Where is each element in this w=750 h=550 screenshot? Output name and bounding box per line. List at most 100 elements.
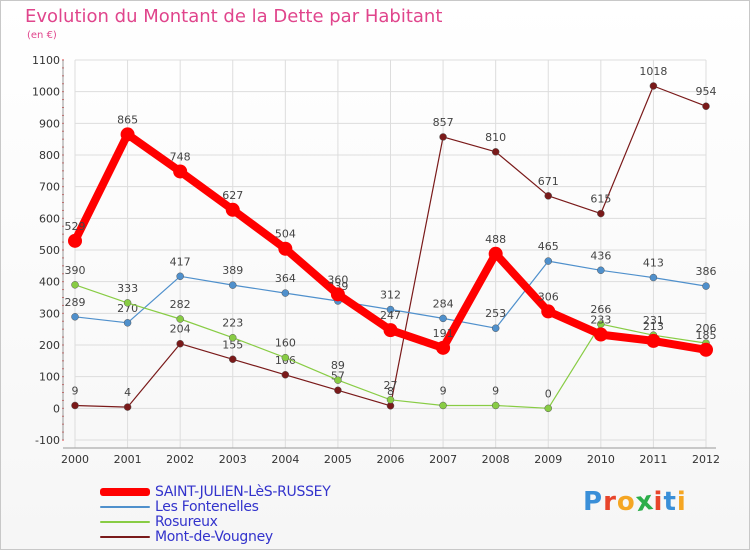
data-label: 89 — [331, 359, 345, 372]
y-tick-label: 1100 — [32, 54, 60, 67]
x-tick-label: 2009 — [534, 453, 562, 466]
logo-letter: i — [653, 487, 664, 517]
data-point — [123, 403, 132, 411]
data-point — [229, 355, 237, 363]
y-tick-label: -100 — [35, 434, 60, 447]
legend-item-saint-julien: SAINT-JULIEN-LèS-RUSSEY — [100, 484, 400, 500]
data-point — [176, 272, 184, 281]
y-tick-label: 100 — [39, 371, 60, 384]
logo-letter: P — [583, 487, 604, 517]
legend-swatch — [100, 506, 150, 508]
data-point — [436, 340, 451, 355]
data-label: 615 — [590, 193, 611, 206]
data-point — [71, 401, 79, 410]
x-tick-label: 2002 — [166, 453, 194, 466]
data-point — [334, 386, 342, 395]
data-label: 9 — [440, 384, 447, 397]
data-label: 206 — [696, 322, 717, 335]
legend-swatch — [100, 488, 150, 496]
data-point — [597, 266, 605, 275]
data-point — [488, 246, 503, 261]
data-point — [334, 376, 342, 384]
data-label: 865 — [117, 113, 138, 126]
data-label: 810 — [485, 131, 506, 144]
x-tick-label: 2011 — [639, 453, 667, 466]
data-point — [702, 102, 710, 110]
data-label: 333 — [117, 282, 138, 295]
data-point — [593, 327, 608, 342]
data-point — [383, 323, 398, 338]
y-unit-label: (en €) — [27, 30, 57, 41]
data-label: 390 — [65, 264, 86, 277]
logo-letter: i — [676, 487, 687, 517]
data-label: 954 — [696, 85, 717, 98]
data-label: 289 — [65, 296, 86, 309]
data-point — [281, 289, 290, 297]
data-point — [330, 287, 345, 302]
data-point — [176, 315, 184, 323]
data-point — [173, 164, 188, 179]
y-tick-label: 200 — [39, 339, 60, 352]
data-label: 488 — [485, 233, 506, 246]
data-label: 8 — [387, 385, 394, 398]
y-tick-label: 500 — [39, 244, 60, 257]
legend: SAINT-JULIEN-LèS-RUSSEY Les Fontenelles … — [100, 484, 400, 545]
x-tick-label: 2004 — [271, 453, 299, 466]
y-tick-label: 300 — [39, 307, 60, 320]
data-label: 155 — [222, 338, 243, 351]
data-point — [281, 371, 290, 379]
legend-label: Les Fontenelles — [155, 499, 259, 515]
x-tick-label: 2005 — [324, 453, 352, 466]
logo-letter: x — [633, 485, 656, 519]
y-tick-label: 1000 — [32, 86, 60, 99]
data-point — [439, 401, 447, 410]
data-point — [386, 305, 395, 314]
data-label: 386 — [696, 265, 717, 278]
data-label: 312 — [380, 289, 401, 302]
data-point — [544, 404, 552, 413]
data-label: 204 — [170, 323, 191, 336]
data-label: 671 — [538, 175, 559, 188]
data-label: 27 — [384, 379, 398, 392]
data-point — [123, 319, 132, 327]
data-label: 231 — [643, 314, 664, 327]
y-tick-label: 800 — [39, 149, 60, 162]
data-label: 233 — [590, 314, 611, 327]
legend-label: Mont-de-Vougney — [155, 529, 273, 545]
x-tick-label: 2001 — [114, 453, 142, 466]
data-label: 185 — [696, 329, 717, 342]
data-label: 364 — [275, 272, 296, 285]
y-tick-label: 0 — [53, 402, 60, 415]
data-label: 160 — [275, 337, 296, 350]
data-label: 748 — [170, 150, 191, 163]
data-label: 504 — [275, 228, 296, 241]
y-tick-label: 900 — [39, 117, 60, 130]
data-point — [68, 233, 82, 248]
x-tick-label: 2010 — [587, 453, 615, 466]
data-point — [491, 401, 500, 410]
x-tick-label: 2000 — [61, 453, 89, 466]
data-point — [176, 339, 184, 348]
data-point — [491, 148, 500, 156]
legend-label: Rosureux — [155, 514, 218, 530]
data-label: 465 — [538, 240, 559, 253]
data-point — [278, 241, 293, 256]
data-label: 1018 — [639, 65, 667, 78]
data-point — [646, 333, 661, 348]
data-label: 360 — [327, 273, 348, 286]
data-point — [225, 202, 240, 217]
data-label: 857 — [433, 116, 454, 129]
logo-letter: t — [663, 487, 677, 517]
data-point — [544, 192, 552, 200]
data-label: 417 — [170, 255, 191, 268]
data-point — [439, 133, 447, 141]
data-point — [544, 257, 552, 265]
data-label: 413 — [643, 257, 664, 270]
data-point — [439, 314, 447, 323]
y-tick-label: 600 — [39, 212, 60, 225]
data-label: 9 — [72, 384, 79, 397]
data-label: 436 — [590, 249, 611, 262]
legend-item-rosureux: Rosureux — [100, 514, 400, 530]
data-label: 9 — [492, 384, 499, 397]
data-point — [597, 209, 605, 218]
